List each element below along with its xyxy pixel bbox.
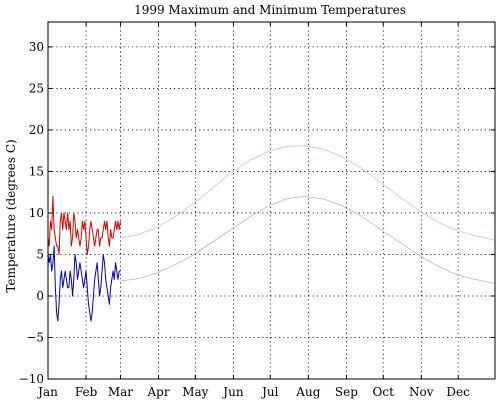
x-tick-label: Apr [146,385,169,399]
x-tick-label: Jun [221,385,244,399]
x-tick-label: Oct [373,385,395,399]
x-tick-label: Nov [409,385,434,399]
x-tick-label: Dec [446,385,470,399]
y-tick-label: 5 [36,247,44,261]
y-tick-label: 25 [29,81,44,95]
y-tick-label: 10 [29,206,44,220]
ticks: Jan Feb Mar Apr May Jun Jul Aug Sep Oct Nov Dec −10 −… [19,22,495,399]
y-tick-label: −10 [19,372,44,386]
x-tick-label: Feb [75,385,98,399]
series-line-max-climatology [120,145,496,241]
y-tick-label: 30 [29,40,44,54]
x-tick-label: Sep [335,385,358,399]
plot-frame [47,21,496,380]
y-tick-label: 15 [29,164,44,178]
x-tick-label: Aug [295,385,320,399]
series-layer [47,145,496,322]
series-line-min-climatology [120,195,496,284]
y-axis-label: Temperature (degrees C) [4,139,18,292]
y-tick-label: 20 [29,123,44,137]
series-line-max [47,195,121,255]
y-tick-label: −5 [26,330,44,344]
y-tick-label: 0 [36,289,44,303]
x-tick-label: Mar [108,385,133,399]
series-line-min [47,245,121,322]
x-tick-label: Jul [260,385,279,399]
grid [48,22,495,379]
x-tick-label: Jan [36,385,58,399]
chart-title: 1999 Maximum and Minimum Temperatures [134,3,406,17]
x-tick-label: May [182,385,208,399]
